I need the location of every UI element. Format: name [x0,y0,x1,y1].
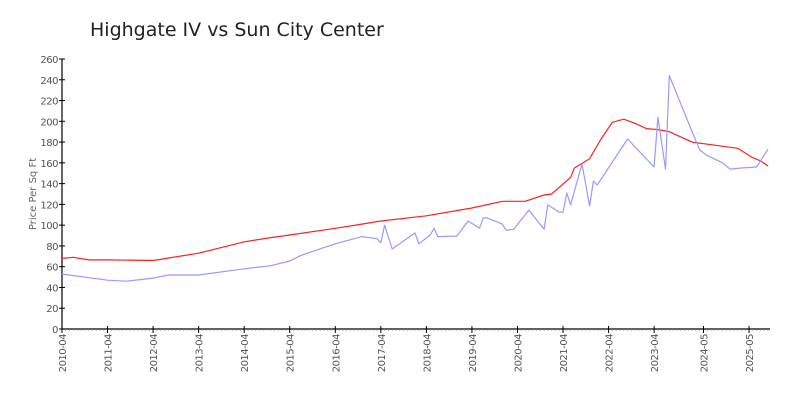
x-tick-label: 2013-04 [195,334,206,372]
axes: 0 20 40 60 80 100 120 140 160 180 200 220 240 260 2010… [40,55,770,372]
x-tick-label: 2014-04 [240,334,251,372]
x-tick-label: 2018-04 [422,334,433,372]
x-tick-label: 2020-04 [513,334,524,372]
y-tick-label: 20 [46,304,58,315]
y-tick-label: 100 [40,221,58,232]
series-line-2 [61,75,769,282]
x-tick-label: 2025-05 [745,334,756,372]
y-tick-label: 60 [46,263,58,274]
y-tick-label: 240 [40,76,58,87]
y-tick-label: 140 [40,180,58,191]
y-tick-label: 200 [40,117,58,128]
y-axis-label: Price Per Sq Ft [28,158,39,230]
y-tick-label: 160 [40,159,58,170]
x-tick-label: 2010-04 [58,334,69,372]
y-tick-label: 120 [40,200,58,211]
y-tick-label: 180 [40,138,58,149]
x-tick-label: 2011-04 [104,334,115,372]
x-tick-label: 2012-04 [149,334,160,372]
series-lines [61,75,769,282]
y-tick-label: 260 [40,55,58,66]
series-line-1 [61,118,769,262]
x-tick-label: 2023-04 [650,334,661,372]
x-tick-label: 2016-04 [331,334,342,372]
x-tick-label: 2022-04 [605,334,616,372]
y-tick-label: 220 [40,97,58,108]
chart-title: Highgate IV vs Sun City Center [90,19,384,41]
x-tick-label: 2024-05 [699,334,710,372]
x-tick-label: 2017-04 [377,334,388,372]
y-tick-label: 40 [46,283,58,294]
y-tick-label: 80 [46,242,58,253]
x-tick-label: 2021-04 [559,334,570,372]
x-tick-label: 2019-04 [468,334,479,372]
x-tick-label: 2015-04 [286,334,297,372]
y-tick-label: 0 [52,325,58,336]
